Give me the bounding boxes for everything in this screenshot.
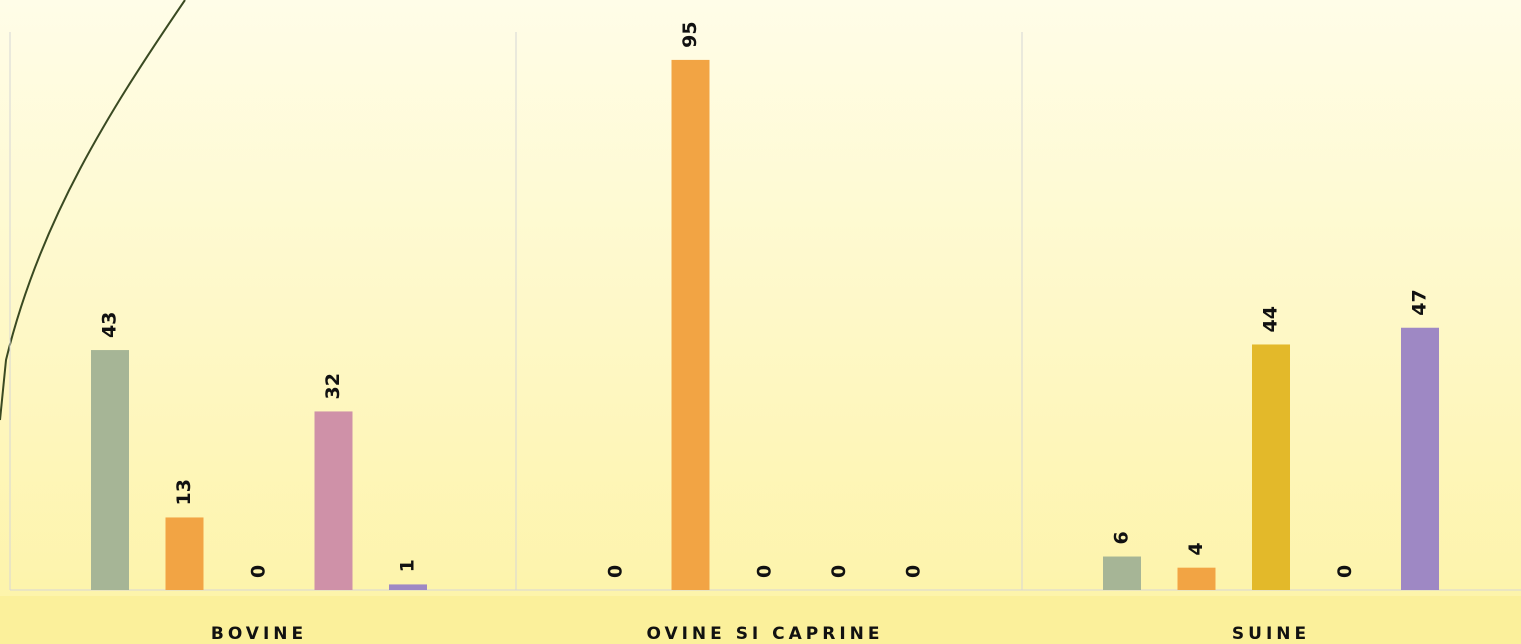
value-label: 1 bbox=[397, 559, 419, 572]
bar bbox=[91, 350, 129, 590]
decor-curve bbox=[0, 0, 186, 421]
bar bbox=[1103, 556, 1141, 590]
category-band bbox=[0, 596, 1521, 644]
bar bbox=[314, 411, 353, 590]
value-label: 47 bbox=[1409, 289, 1431, 315]
value-label: 0 bbox=[754, 565, 776, 578]
x-tick-label: SUINE bbox=[1232, 624, 1310, 644]
value-label: 44 bbox=[1260, 306, 1282, 332]
value-label: 0 bbox=[1334, 565, 1356, 578]
x-tick-label: OVINE SI CAPRINE bbox=[646, 624, 883, 644]
value-label: 13 bbox=[173, 479, 195, 505]
bar bbox=[671, 59, 710, 590]
value-label: 32 bbox=[322, 373, 344, 399]
value-label: 43 bbox=[99, 312, 121, 338]
bar bbox=[1252, 344, 1290, 590]
value-label: 6 bbox=[1111, 531, 1133, 544]
value-label: 0 bbox=[903, 565, 925, 578]
bar bbox=[1177, 567, 1216, 590]
bar bbox=[389, 584, 427, 590]
bar bbox=[1401, 327, 1439, 590]
value-label: 0 bbox=[248, 565, 270, 578]
value-label: 0 bbox=[605, 565, 627, 578]
x-tick-label: BOVINE bbox=[211, 624, 307, 644]
value-label: 4 bbox=[1185, 542, 1207, 555]
value-label: 0 bbox=[828, 565, 850, 578]
value-label: 95 bbox=[679, 21, 701, 47]
bar bbox=[165, 517, 204, 590]
